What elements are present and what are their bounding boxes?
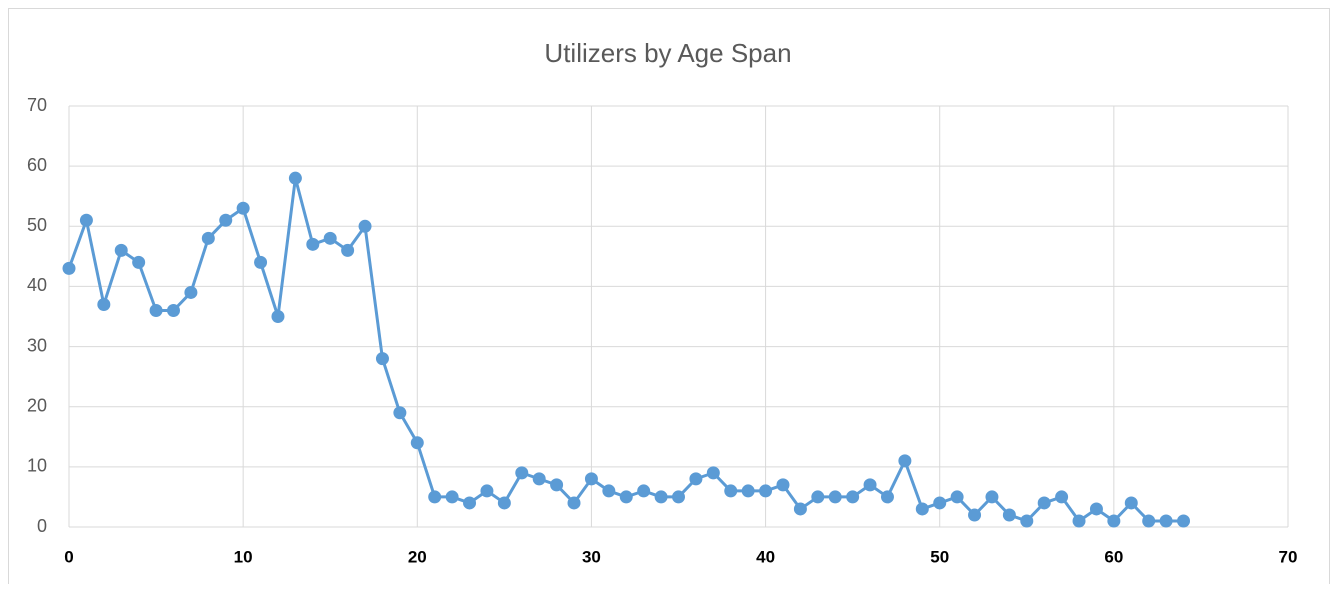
x-tick-label: 20: [408, 547, 427, 566]
point: [480, 484, 494, 498]
chart-title: Utilizers by Age Span: [544, 38, 791, 68]
point: [637, 484, 651, 498]
point: [114, 243, 128, 257]
point: [584, 472, 598, 486]
point: [132, 255, 146, 269]
point: [463, 496, 477, 510]
point: [323, 231, 337, 245]
point: [1089, 502, 1103, 516]
point: [1055, 490, 1069, 504]
point: [428, 490, 442, 504]
point: [1124, 496, 1138, 510]
point: [654, 490, 668, 504]
point: [1020, 514, 1034, 528]
point: [1177, 514, 1191, 528]
point: [828, 490, 842, 504]
x-tick-label: 60: [1104, 547, 1123, 566]
point: [219, 213, 233, 227]
x-tick-label: 50: [930, 547, 949, 566]
point: [950, 490, 964, 504]
point: [410, 436, 424, 450]
y-tick-label: 50: [27, 215, 47, 235]
point: [236, 201, 250, 215]
point: [97, 297, 111, 311]
x-tick-label: 0: [64, 547, 73, 566]
point: [62, 261, 76, 275]
point: [271, 310, 285, 323]
x-tick-label: 30: [582, 547, 601, 566]
x-tick-label: 70: [1279, 547, 1298, 566]
point: [288, 171, 302, 185]
point: [672, 490, 685, 504]
point: [532, 472, 546, 486]
point: [445, 490, 459, 504]
y-tick-label: 60: [27, 155, 47, 175]
point: [759, 484, 773, 498]
point: [306, 237, 320, 251]
point: [968, 508, 982, 522]
y-tick-label: 40: [27, 275, 47, 295]
y-tick-label: 70: [27, 95, 47, 115]
y-tick-label: 0: [37, 516, 47, 536]
point: [149, 303, 163, 317]
point: [776, 478, 790, 492]
point: [602, 484, 616, 498]
point: [201, 231, 215, 245]
point: [1072, 514, 1086, 528]
point: [567, 496, 581, 510]
point: [1107, 514, 1121, 528]
point: [254, 255, 268, 269]
point: [358, 219, 372, 233]
point: [933, 496, 947, 510]
point: [184, 285, 198, 299]
point: [166, 303, 180, 317]
point: [1037, 496, 1051, 510]
point: [689, 472, 703, 486]
point: [863, 478, 877, 492]
point: [619, 490, 633, 504]
point: [880, 490, 894, 504]
point: [341, 243, 355, 257]
point: [393, 406, 407, 420]
y-tick-label: 10: [27, 456, 47, 476]
y-tick-label: 20: [27, 395, 47, 415]
point: [1142, 514, 1156, 528]
point: [741, 484, 755, 498]
point: [915, 502, 929, 516]
point: [706, 466, 720, 480]
point: [515, 466, 529, 480]
y-tick-label: 30: [27, 335, 47, 355]
x-tick-label: 40: [756, 547, 775, 566]
point: [1002, 508, 1016, 522]
point: [724, 484, 738, 498]
point: [79, 213, 93, 227]
point: [898, 454, 912, 468]
point: [985, 490, 999, 504]
point: [793, 502, 807, 516]
point: [375, 352, 389, 366]
point: [550, 478, 564, 492]
point: [811, 490, 825, 504]
point: [1159, 514, 1173, 528]
point: [497, 496, 511, 510]
x-tick-label: 10: [234, 547, 253, 566]
point: [846, 490, 860, 504]
chart-frame: [8, 8, 1330, 589]
